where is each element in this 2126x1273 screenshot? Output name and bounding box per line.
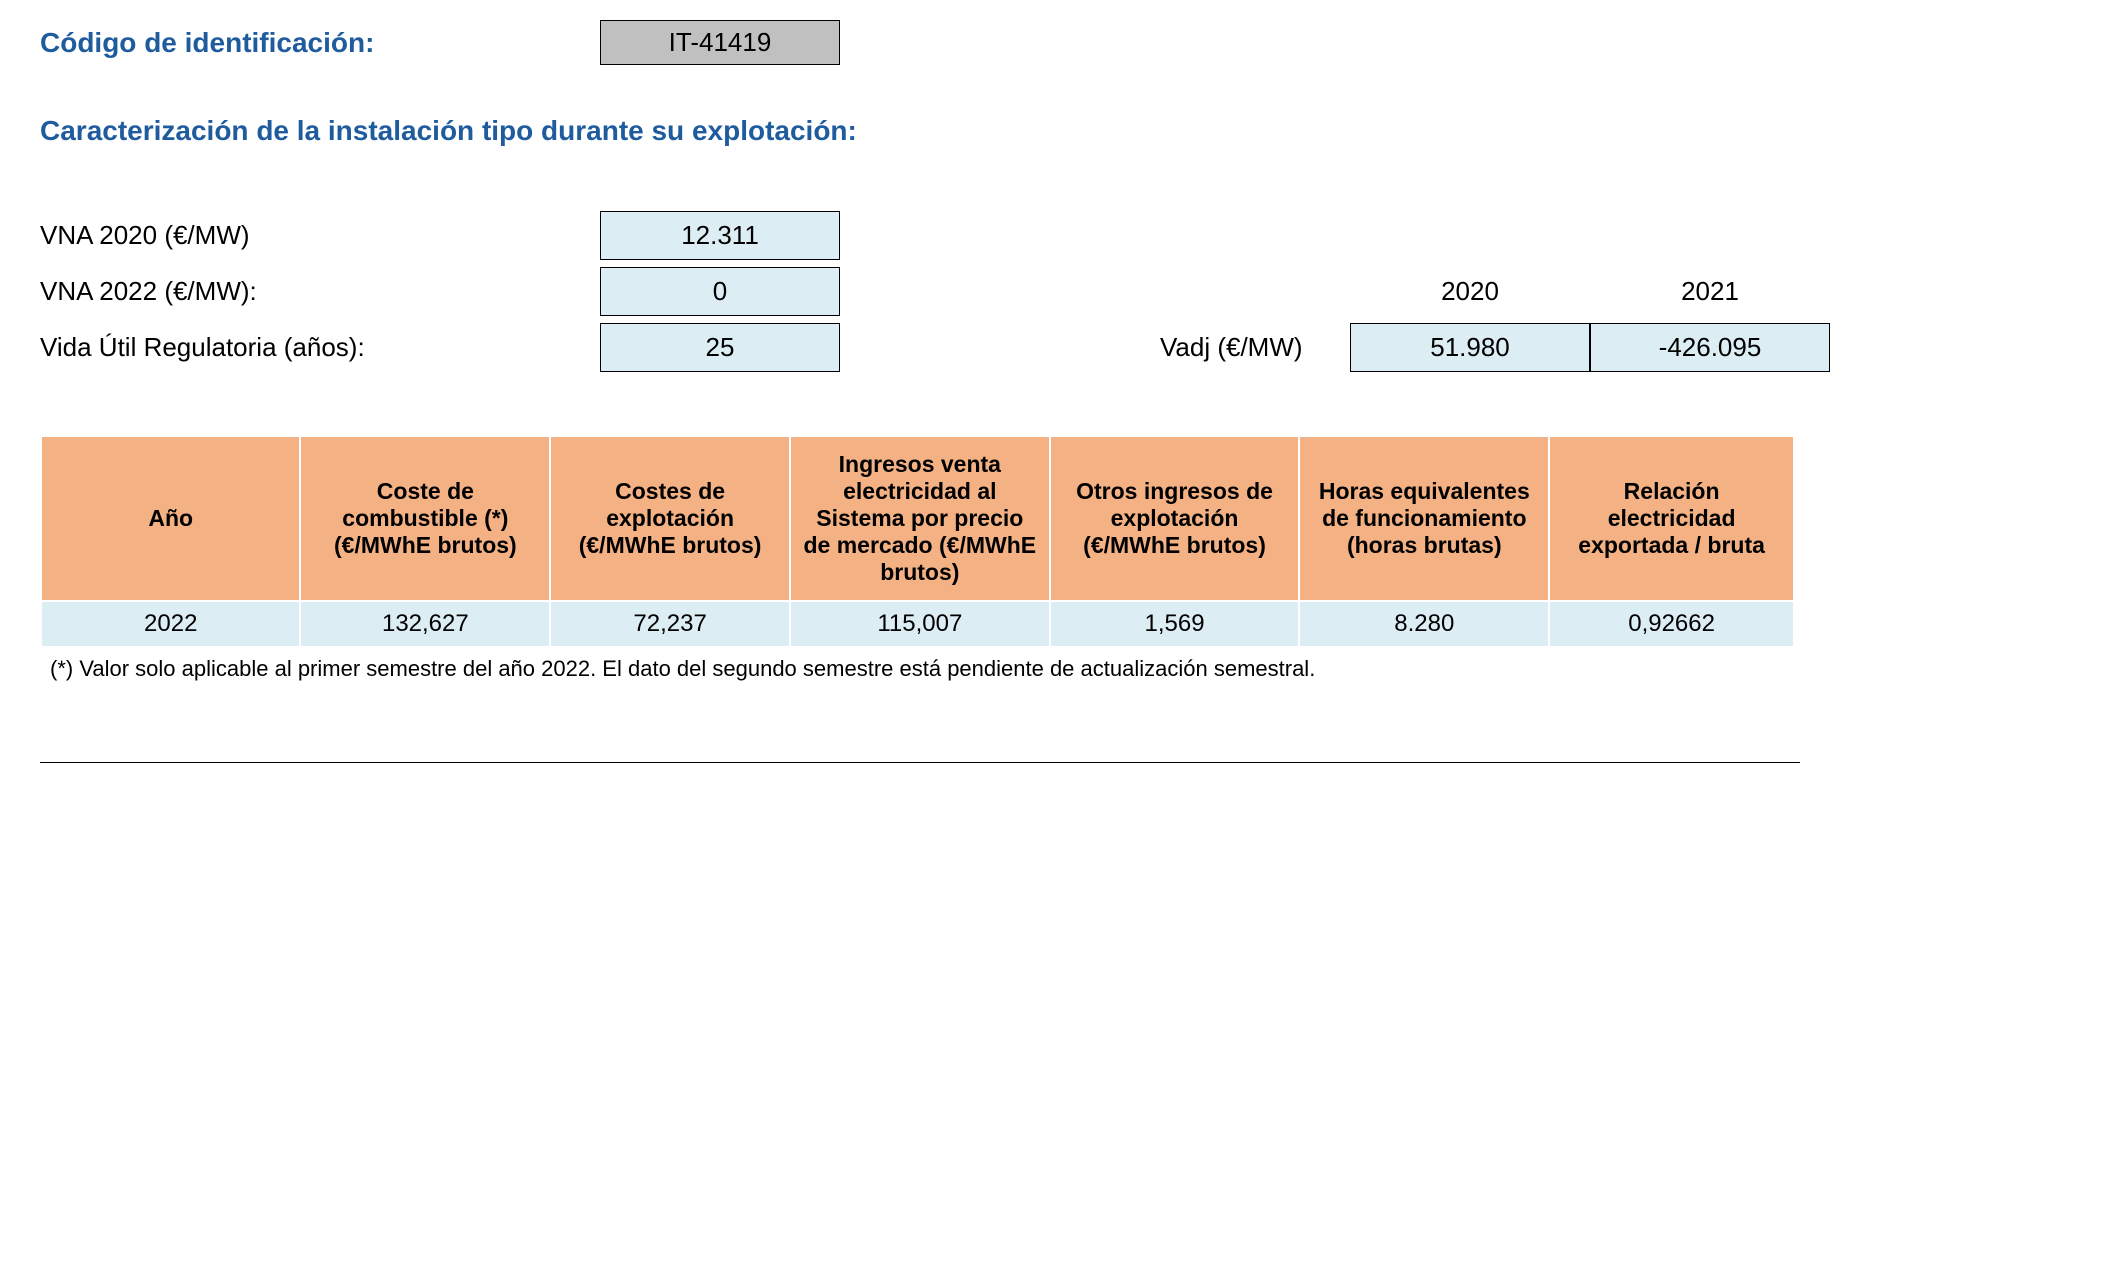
th-equiv-hours: Horas equivalentes de funcionamiento (ho… [1299,436,1549,601]
identification-header: Código de identificación: IT-41419 [40,20,2086,65]
vadj-2020-value: 51.980 [1350,323,1590,372]
vadj-years-header: 2020 2021 [1350,271,1830,311]
table-header-row: Año Coste de combustible (*) (€/MWhE bru… [41,436,1794,601]
vna2020-value: 12.311 [600,211,840,260]
param-row-vna2020: VNA 2020 (€/MW) 12.311 [40,207,2086,263]
vadj-label: Vadj (€/MW) [1160,332,1350,363]
th-export-ratio: Relación electricidad exportada / bruta [1549,436,1794,601]
vna2020-label: VNA 2020 (€/MW) [40,220,600,251]
vna2022-value: 0 [600,267,840,316]
vadj-2021-value: -426.095 [1590,323,1830,372]
vida-util-label: Vida Útil Regulatoria (años): [40,332,600,363]
section-title: Caracterización de la instalación tipo d… [40,115,2086,147]
th-income-market: Ingresos venta electricidad al Sistema p… [790,436,1050,601]
th-year: Año [41,436,300,601]
th-exploitation-cost: Costes de explotación (€/MWhE brutos) [550,436,790,601]
th-other-income: Otros ingresos de explotación (€/MWhE br… [1050,436,1300,601]
vadj-section: Vadj (€/MW) 51.980 -426.095 [1160,323,1830,372]
th-fuel-cost: Coste de combustible (*) (€/MWhE brutos) [300,436,550,601]
param-row-vida-util: Vida Útil Regulatoria (años): 25 Vadj (€… [40,319,2086,375]
exploitation-table: Año Coste de combustible (*) (€/MWhE bru… [40,435,1795,648]
cell-export-ratio: 0,92662 [1549,601,1794,647]
parameters-section: VNA 2020 (€/MW) 12.311 VNA 2022 (€/MW): … [40,207,2086,375]
table-row: 2022 132,627 72,237 115,007 1,569 8.280 … [41,601,1794,647]
cell-year: 2022 [41,601,300,647]
cell-equiv-hours: 8.280 [1299,601,1549,647]
horizontal-divider [40,762,1800,763]
id-label: Código de identificación: [40,27,600,59]
footnote-text: (*) Valor solo aplicable al primer semes… [40,656,2086,682]
year-2020-header: 2020 [1350,276,1590,307]
id-code-value: IT-41419 [600,20,840,65]
year-2021-header: 2021 [1590,276,1830,307]
vna2022-label: VNA 2022 (€/MW): [40,276,600,307]
cell-fuel-cost: 132,627 [300,601,550,647]
cell-income-market: 115,007 [790,601,1050,647]
cell-other-income: 1,569 [1050,601,1300,647]
cell-exploitation-cost: 72,237 [550,601,790,647]
param-row-vna2022: VNA 2022 (€/MW): 0 2020 2021 [40,263,2086,319]
vida-util-value: 25 [600,323,840,372]
